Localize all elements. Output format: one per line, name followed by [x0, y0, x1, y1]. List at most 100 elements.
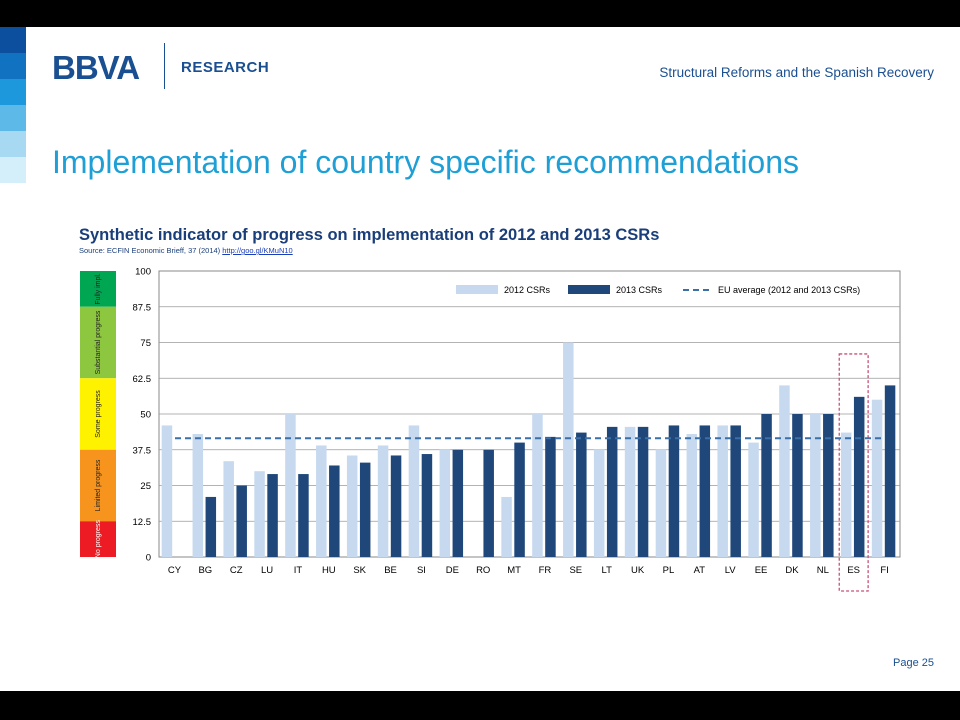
chart: Fully impl. Substantial progress Some prog… [80, 267, 901, 592]
bar-2013 [761, 414, 772, 557]
bar-2013 [637, 426, 649, 557]
bar-2013 [298, 474, 309, 557]
legend-label-2012: 2012 CSRs [504, 285, 551, 295]
bar-2013 [884, 385, 896, 557]
bar-2012 [748, 442, 759, 557]
bar-2013 [267, 474, 278, 557]
slide: BBVA RESEARCH Structural Reforms and the… [0, 27, 960, 691]
bbva-logo: BBVA [52, 49, 140, 86]
stripe-segment [0, 105, 26, 131]
bar-2013 [236, 485, 247, 557]
x-tick-label: DK [785, 565, 799, 576]
progress-band [80, 378, 116, 450]
bar-2012 [593, 449, 605, 557]
progress-band [80, 521, 116, 557]
stripe-segment [0, 131, 26, 157]
bar-2012 [223, 461, 234, 557]
bar-2012 [501, 496, 512, 557]
bar-2012 [624, 426, 636, 557]
x-tick-label: PL [663, 565, 675, 576]
x-tick-label: DE [446, 565, 459, 576]
bar-2012 [439, 449, 451, 557]
stripe-segment [0, 157, 26, 183]
bar-2012 [871, 399, 883, 557]
bar-2012 [285, 414, 296, 557]
logo-divider [164, 43, 165, 89]
legend-label-eu: EU average (2012 and 2013 CSRs) [718, 285, 860, 295]
x-tick-label: UK [631, 565, 645, 576]
x-tick-label: EE [755, 565, 768, 576]
progress-band-label: No progress [95, 520, 102, 559]
bar-2012 [717, 425, 728, 557]
y-tick-label: 75 [140, 338, 151, 349]
bar-2013 [452, 449, 464, 557]
x-tick-label: AT [694, 565, 706, 576]
bar-2013 [668, 425, 680, 557]
bar-2013 [853, 396, 865, 557]
x-tick-label: NL [817, 565, 829, 576]
bar-2012 [377, 445, 389, 557]
y-tick-label: 12.5 [133, 517, 152, 528]
bar-2012 [408, 425, 420, 557]
bar-2013 [359, 462, 371, 557]
bar-2012 [810, 414, 821, 557]
bar-2013 [483, 449, 494, 557]
bar-2012 [840, 432, 852, 557]
bar-2013 [514, 442, 525, 557]
bar-2013 [421, 454, 433, 557]
bar-2012 [346, 455, 358, 557]
x-tick-label: HU [322, 565, 336, 576]
bar-2013 [792, 414, 803, 557]
bar-2013 [606, 426, 618, 557]
bar-2012 [532, 414, 543, 557]
page-number: Page 25 [893, 657, 934, 669]
bar-2013 [576, 432, 587, 557]
bar-2013 [699, 425, 711, 557]
y-tick-label: 87.5 [133, 302, 152, 313]
progress-band-label: Fully impl. [95, 273, 102, 305]
bar-2012 [192, 434, 204, 557]
progress-band [80, 306, 116, 379]
y-tick-label: 37.5 [133, 445, 152, 456]
source-link[interactable]: http://goo.gl/KMuN10 [222, 246, 293, 255]
y-tick-label: 25 [140, 481, 151, 492]
bar-2013 [545, 436, 556, 557]
x-tick-label: ES [847, 565, 860, 576]
highlight-box [838, 353, 869, 592]
bar-2012 [563, 342, 574, 557]
x-tick-label: FR [539, 565, 552, 576]
x-tick-label: CY [168, 565, 182, 576]
x-tick-label: RO [476, 565, 490, 576]
bar-2012 [655, 449, 667, 557]
source-text: Source: ECFIN Economic Brieff, 37 (2014) [79, 246, 221, 255]
progress-band-label: Substantial progress [95, 310, 102, 374]
legend-label-2013: 2013 CSRs [616, 285, 663, 295]
bar-2013 [329, 465, 340, 557]
progress-band-label: Some progress [95, 390, 102, 438]
bar-2013 [390, 455, 402, 557]
x-tick-label: CZ [230, 565, 243, 576]
x-tick-label: LT [601, 565, 612, 576]
bar-2012 [779, 385, 790, 557]
bar-2013 [730, 425, 741, 557]
x-tick-label: BG [198, 565, 212, 576]
chart-title: Synthetic indicator of progress on imple… [79, 226, 660, 244]
bar-2012 [161, 425, 173, 557]
x-tick-label: LU [261, 565, 273, 576]
chart-source: Source: ECFIN Economic Brieff, 37 (2014)… [79, 246, 293, 255]
y-tick-label: 0 [146, 553, 151, 564]
y-tick-label: 50 [140, 410, 151, 421]
y-tick-label: 100 [135, 267, 151, 278]
x-tick-label: BE [384, 565, 397, 576]
legend-swatch-2012 [456, 285, 498, 294]
bar-2012 [686, 434, 698, 557]
x-tick-label: SK [353, 565, 366, 576]
progress-band [80, 271, 116, 307]
x-tick-label: SE [569, 565, 582, 576]
x-tick-label: IT [294, 565, 303, 576]
bar-2012 [316, 445, 327, 557]
bar-2013 [823, 414, 834, 557]
research-label: RESEARCH [181, 59, 270, 76]
progress-band-label: Limited progress [95, 459, 102, 511]
x-tick-label: FI [880, 565, 888, 576]
